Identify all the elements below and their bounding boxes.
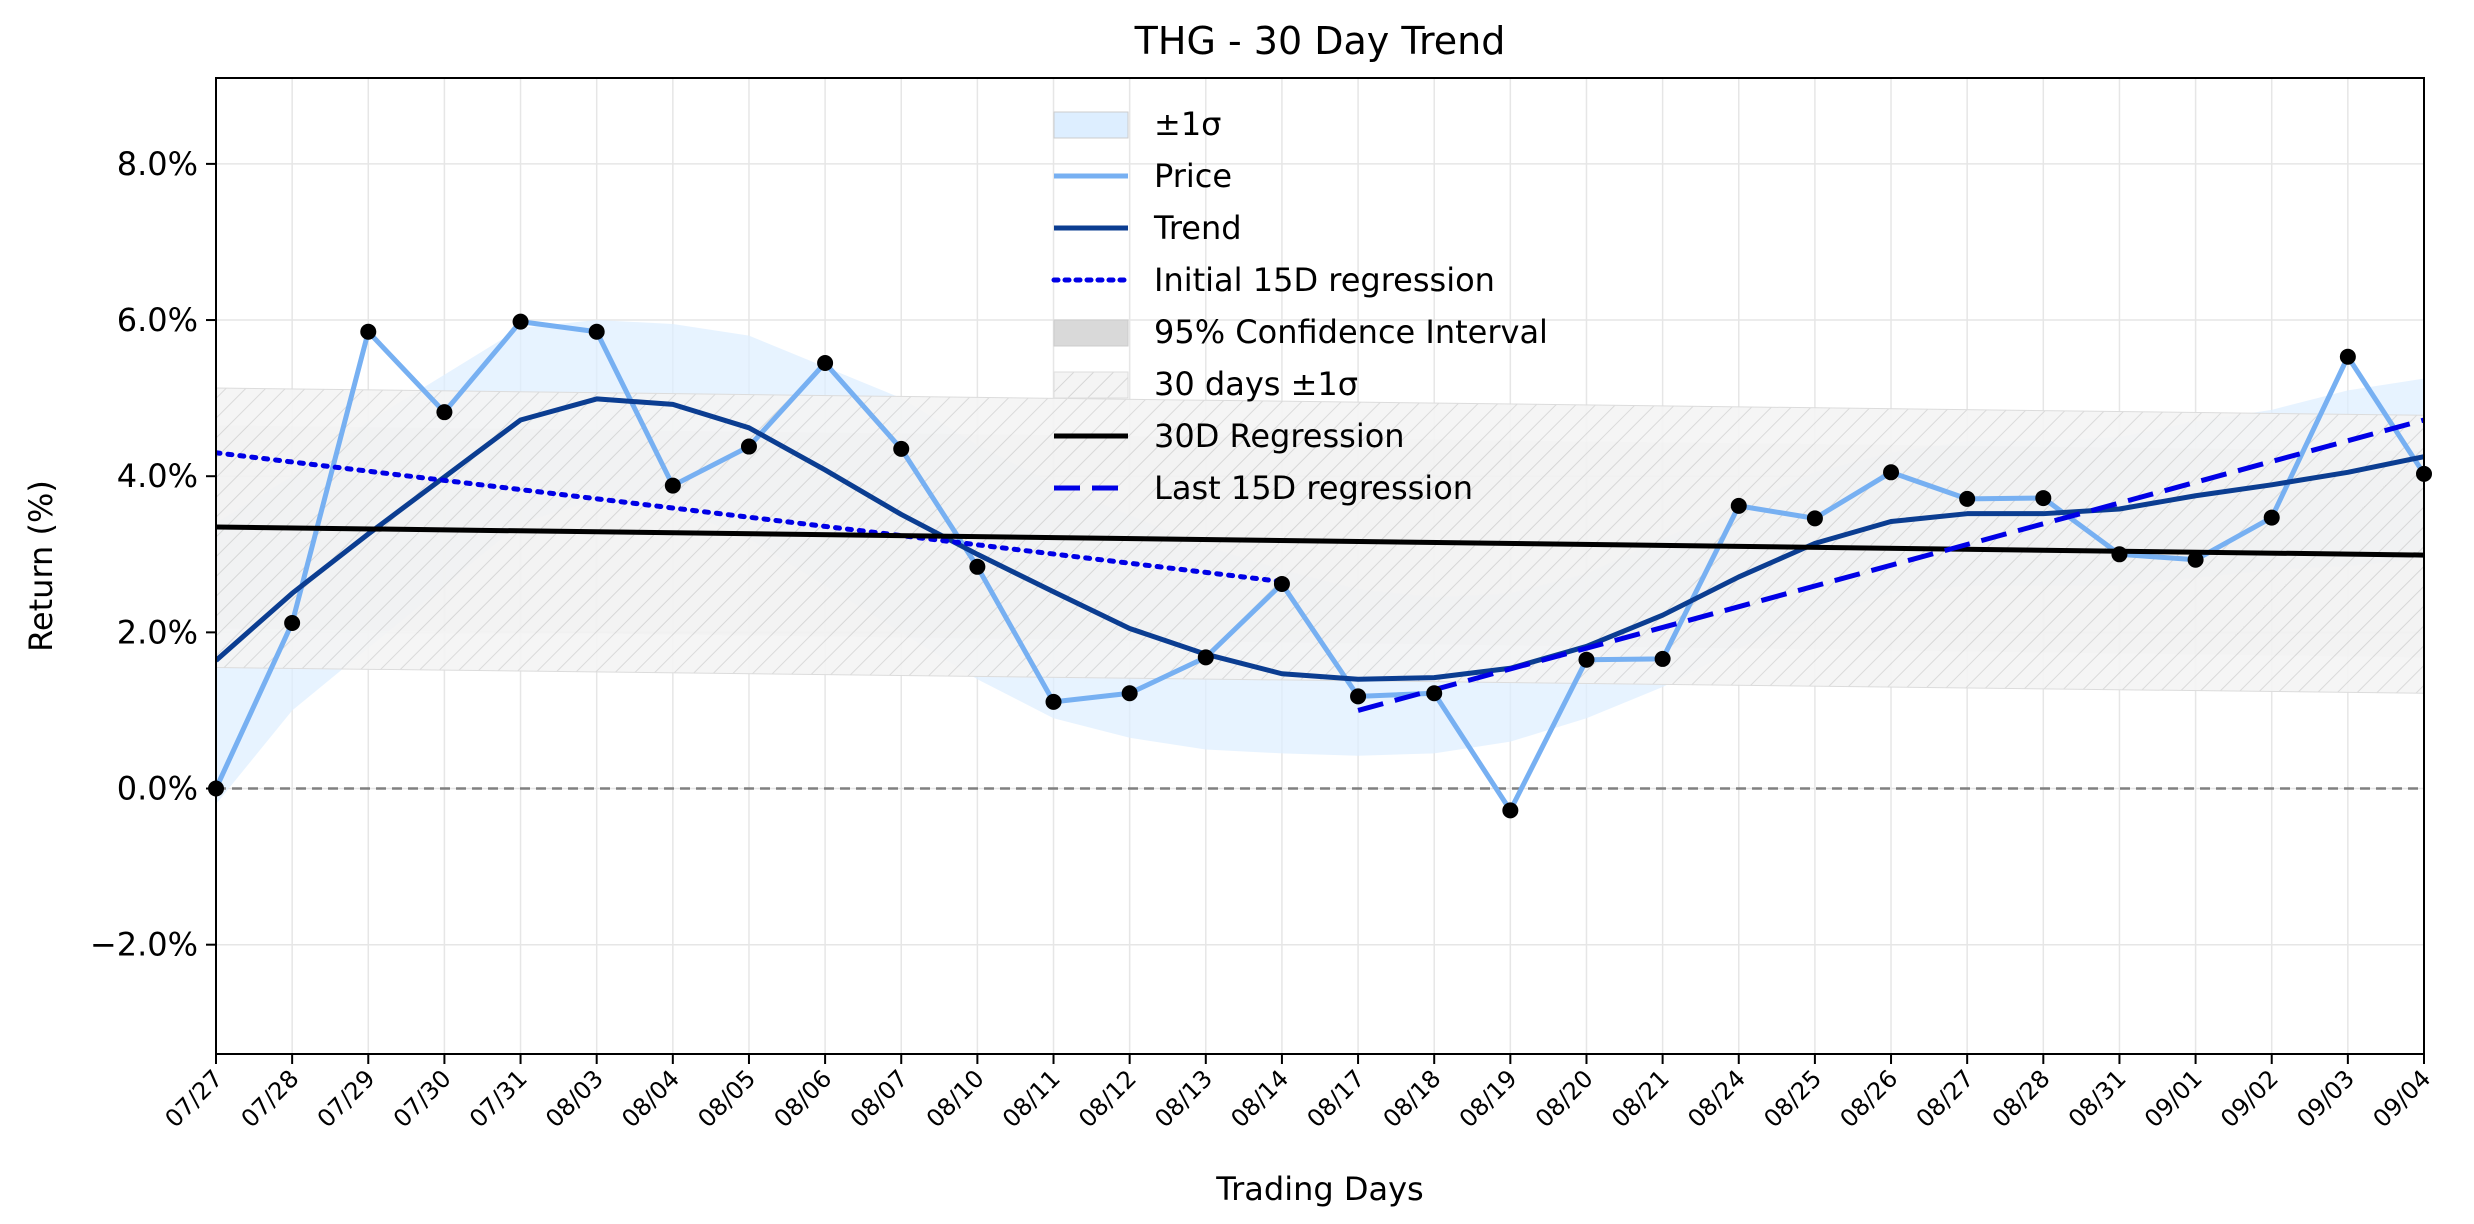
price-point [2263,509,2280,526]
legend-item: 30D Regression [1054,417,1405,455]
legend-swatch [1053,111,1129,139]
price-points [208,313,2432,819]
legend-item: ±1σ [1053,105,1221,143]
y-tick-label: 0.0% [117,770,198,808]
price-point [512,313,529,330]
series-lines [216,319,2424,813]
series-trend [216,396,2424,682]
legend-label: Trend [1153,209,1242,247]
price-point [969,558,986,575]
legend-item: Price [1054,157,1232,195]
legend-label: ±1σ [1154,105,1221,143]
legend-item: Initial 15D regression [1051,261,1495,299]
price-point [2035,490,2052,507]
price-point [1730,497,1747,514]
price-point [817,354,834,371]
price-point [1121,685,1138,702]
legend-label: 30D Regression [1154,417,1405,455]
legend-label: 95% Confidence Interval [1154,313,1548,351]
price-point [1578,651,1595,668]
price-point [1350,688,1367,705]
chart-title: THG - 30 Day Trend [1134,19,1506,63]
price-point [1426,685,1443,702]
y-tick-label: 4.0% [117,457,198,495]
series-30d-regression [216,524,2424,558]
y-axis: −2.0% 0.0% 2.0% 4.0% 6.0% 8.0% [90,145,216,964]
price-point [1806,510,1823,527]
price-point [1883,464,1900,481]
price-point [284,614,301,631]
price-point [2187,551,2204,568]
y-tick-label: 6.0% [117,301,198,339]
legend-label: 30 days ±1σ [1154,365,1358,403]
legend-label: Last 15D regression [1154,469,1473,507]
legend-label: Price [1154,157,1232,195]
legend-swatch [1053,319,1129,347]
legend-item: Last 15D regression [1054,469,1473,507]
price-point [664,477,681,494]
series-price [216,319,2424,813]
y-tick-label: 8.0% [117,145,198,183]
y-axis-label: Return (%) [22,480,60,652]
price-point [360,323,377,340]
price-point [1654,650,1671,667]
legend: ±1σ Price Trend Initial 15D regression 95% C… [1051,105,1548,507]
series-initial-15d-regression [216,450,1285,585]
price-point [1502,802,1519,819]
price-point [893,440,910,457]
legend-label: Initial 15D regression [1154,261,1495,299]
legend-item: Trend [1054,209,1242,247]
price-point [436,404,453,421]
price-point [740,438,757,455]
price-point [1197,649,1214,666]
y-tick-label: −2.0% [90,926,198,964]
price-point [1273,575,1290,592]
x-axis-label: Trading Days [1215,1170,1423,1208]
price-point [1959,490,1976,507]
price-point [588,323,605,340]
legend-item: 30 days ±1σ [1053,365,1358,403]
price-point [2111,546,2128,563]
price-point [1045,693,1062,710]
legend-swatch [1053,371,1129,399]
plot-frame [215,77,2425,1055]
price-point [2339,348,2356,365]
legend-item: 95% Confidence Interval [1053,313,1548,351]
y-tick-label: 2.0% [117,613,198,651]
series-last-15d-regression [1357,417,2424,713]
